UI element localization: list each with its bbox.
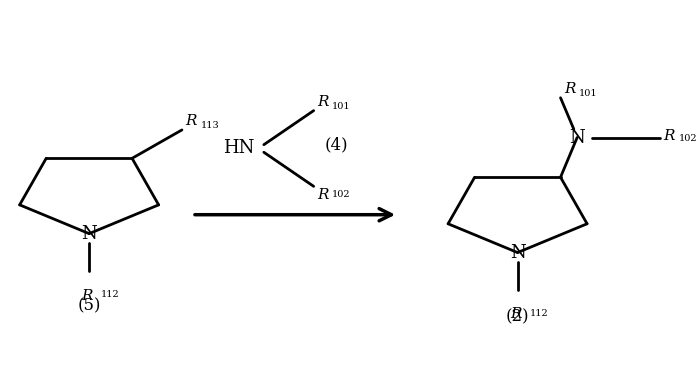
Text: R: R bbox=[82, 288, 93, 303]
Text: R: R bbox=[317, 95, 329, 109]
Text: R: R bbox=[317, 188, 329, 202]
Text: 101: 101 bbox=[332, 102, 351, 111]
Text: 112: 112 bbox=[101, 290, 120, 300]
Text: R: R bbox=[185, 114, 197, 128]
Text: 112: 112 bbox=[530, 310, 549, 318]
Text: 101: 101 bbox=[579, 89, 597, 98]
Text: N: N bbox=[570, 129, 585, 147]
Text: R: R bbox=[664, 129, 675, 143]
Text: N: N bbox=[510, 243, 526, 262]
Text: N: N bbox=[81, 225, 97, 243]
Text: (5): (5) bbox=[77, 297, 101, 314]
Text: R: R bbox=[510, 308, 521, 321]
Text: HN: HN bbox=[223, 139, 254, 157]
Text: 113: 113 bbox=[200, 121, 219, 130]
Text: (2): (2) bbox=[506, 308, 529, 325]
Text: 102: 102 bbox=[678, 134, 697, 143]
Text: R: R bbox=[564, 82, 575, 96]
Text: 102: 102 bbox=[332, 190, 351, 199]
Text: (4): (4) bbox=[325, 136, 348, 153]
